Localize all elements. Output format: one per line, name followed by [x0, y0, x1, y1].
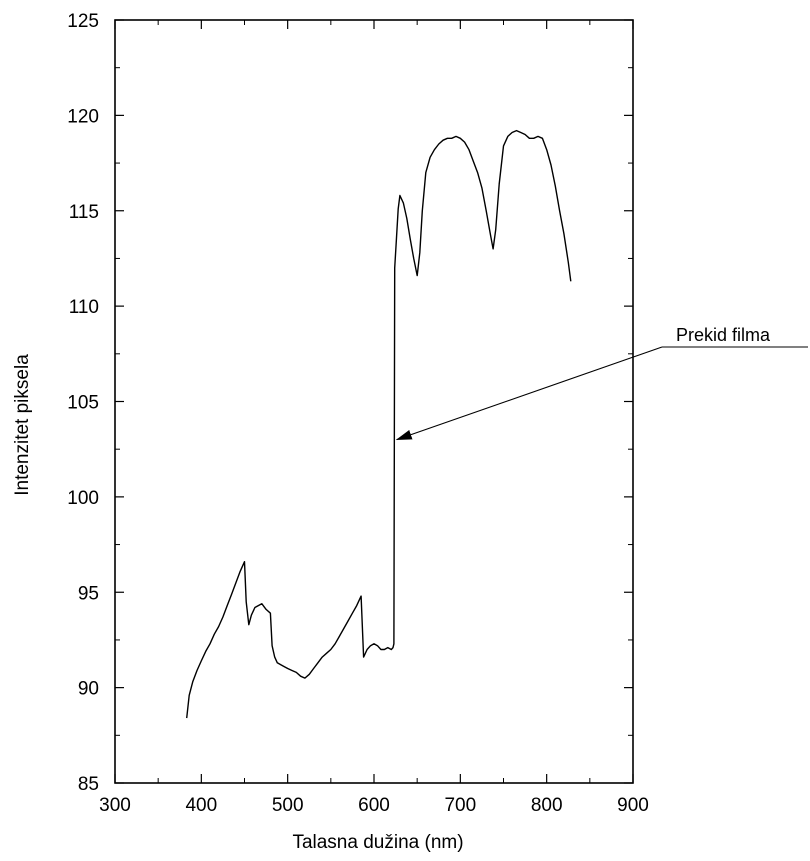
plot-frame: [114, 19, 634, 784]
series-group: [186, 129, 572, 719]
y-tick-label: 95: [78, 583, 99, 604]
y-axis-tick-labels: 85 90 95 100 105 110 115 120 125: [67, 11, 99, 795]
x-tick-label: 800: [531, 795, 563, 816]
x-tick-label: 500: [272, 795, 304, 816]
x-tick-label: 300: [99, 795, 131, 816]
y-tick-label: 120: [67, 106, 99, 127]
x-tick-label: 700: [444, 795, 476, 816]
y-tick-label: 110: [69, 297, 99, 318]
series-line: [186, 129, 572, 719]
annotation-label: Prekid filma: [676, 325, 771, 345]
x-tick-label: 900: [617, 795, 649, 816]
x-axis-title: Talasna dužina (nm): [292, 832, 463, 853]
y-tick-label: 115: [69, 202, 99, 223]
y-axis-title: Intenzitet piksela: [12, 354, 33, 496]
x-tick-label: 400: [185, 795, 217, 816]
y-axis-ticks: [115, 19, 633, 784]
x-axis-tick-labels: 300 400 500 600 700 800 900: [99, 795, 649, 816]
x-axis-ticks: [114, 20, 634, 783]
y-tick-label: 105: [67, 393, 99, 414]
x-tick-label: 600: [358, 795, 390, 816]
y-tick-label: 90: [78, 679, 99, 700]
annotation-arrow: [395, 346, 663, 441]
y-tick-label: 85: [78, 774, 99, 795]
annotation: Prekid filma: [395, 325, 808, 441]
y-tick-label: 125: [67, 11, 99, 32]
y-tick-label: 100: [67, 488, 99, 509]
